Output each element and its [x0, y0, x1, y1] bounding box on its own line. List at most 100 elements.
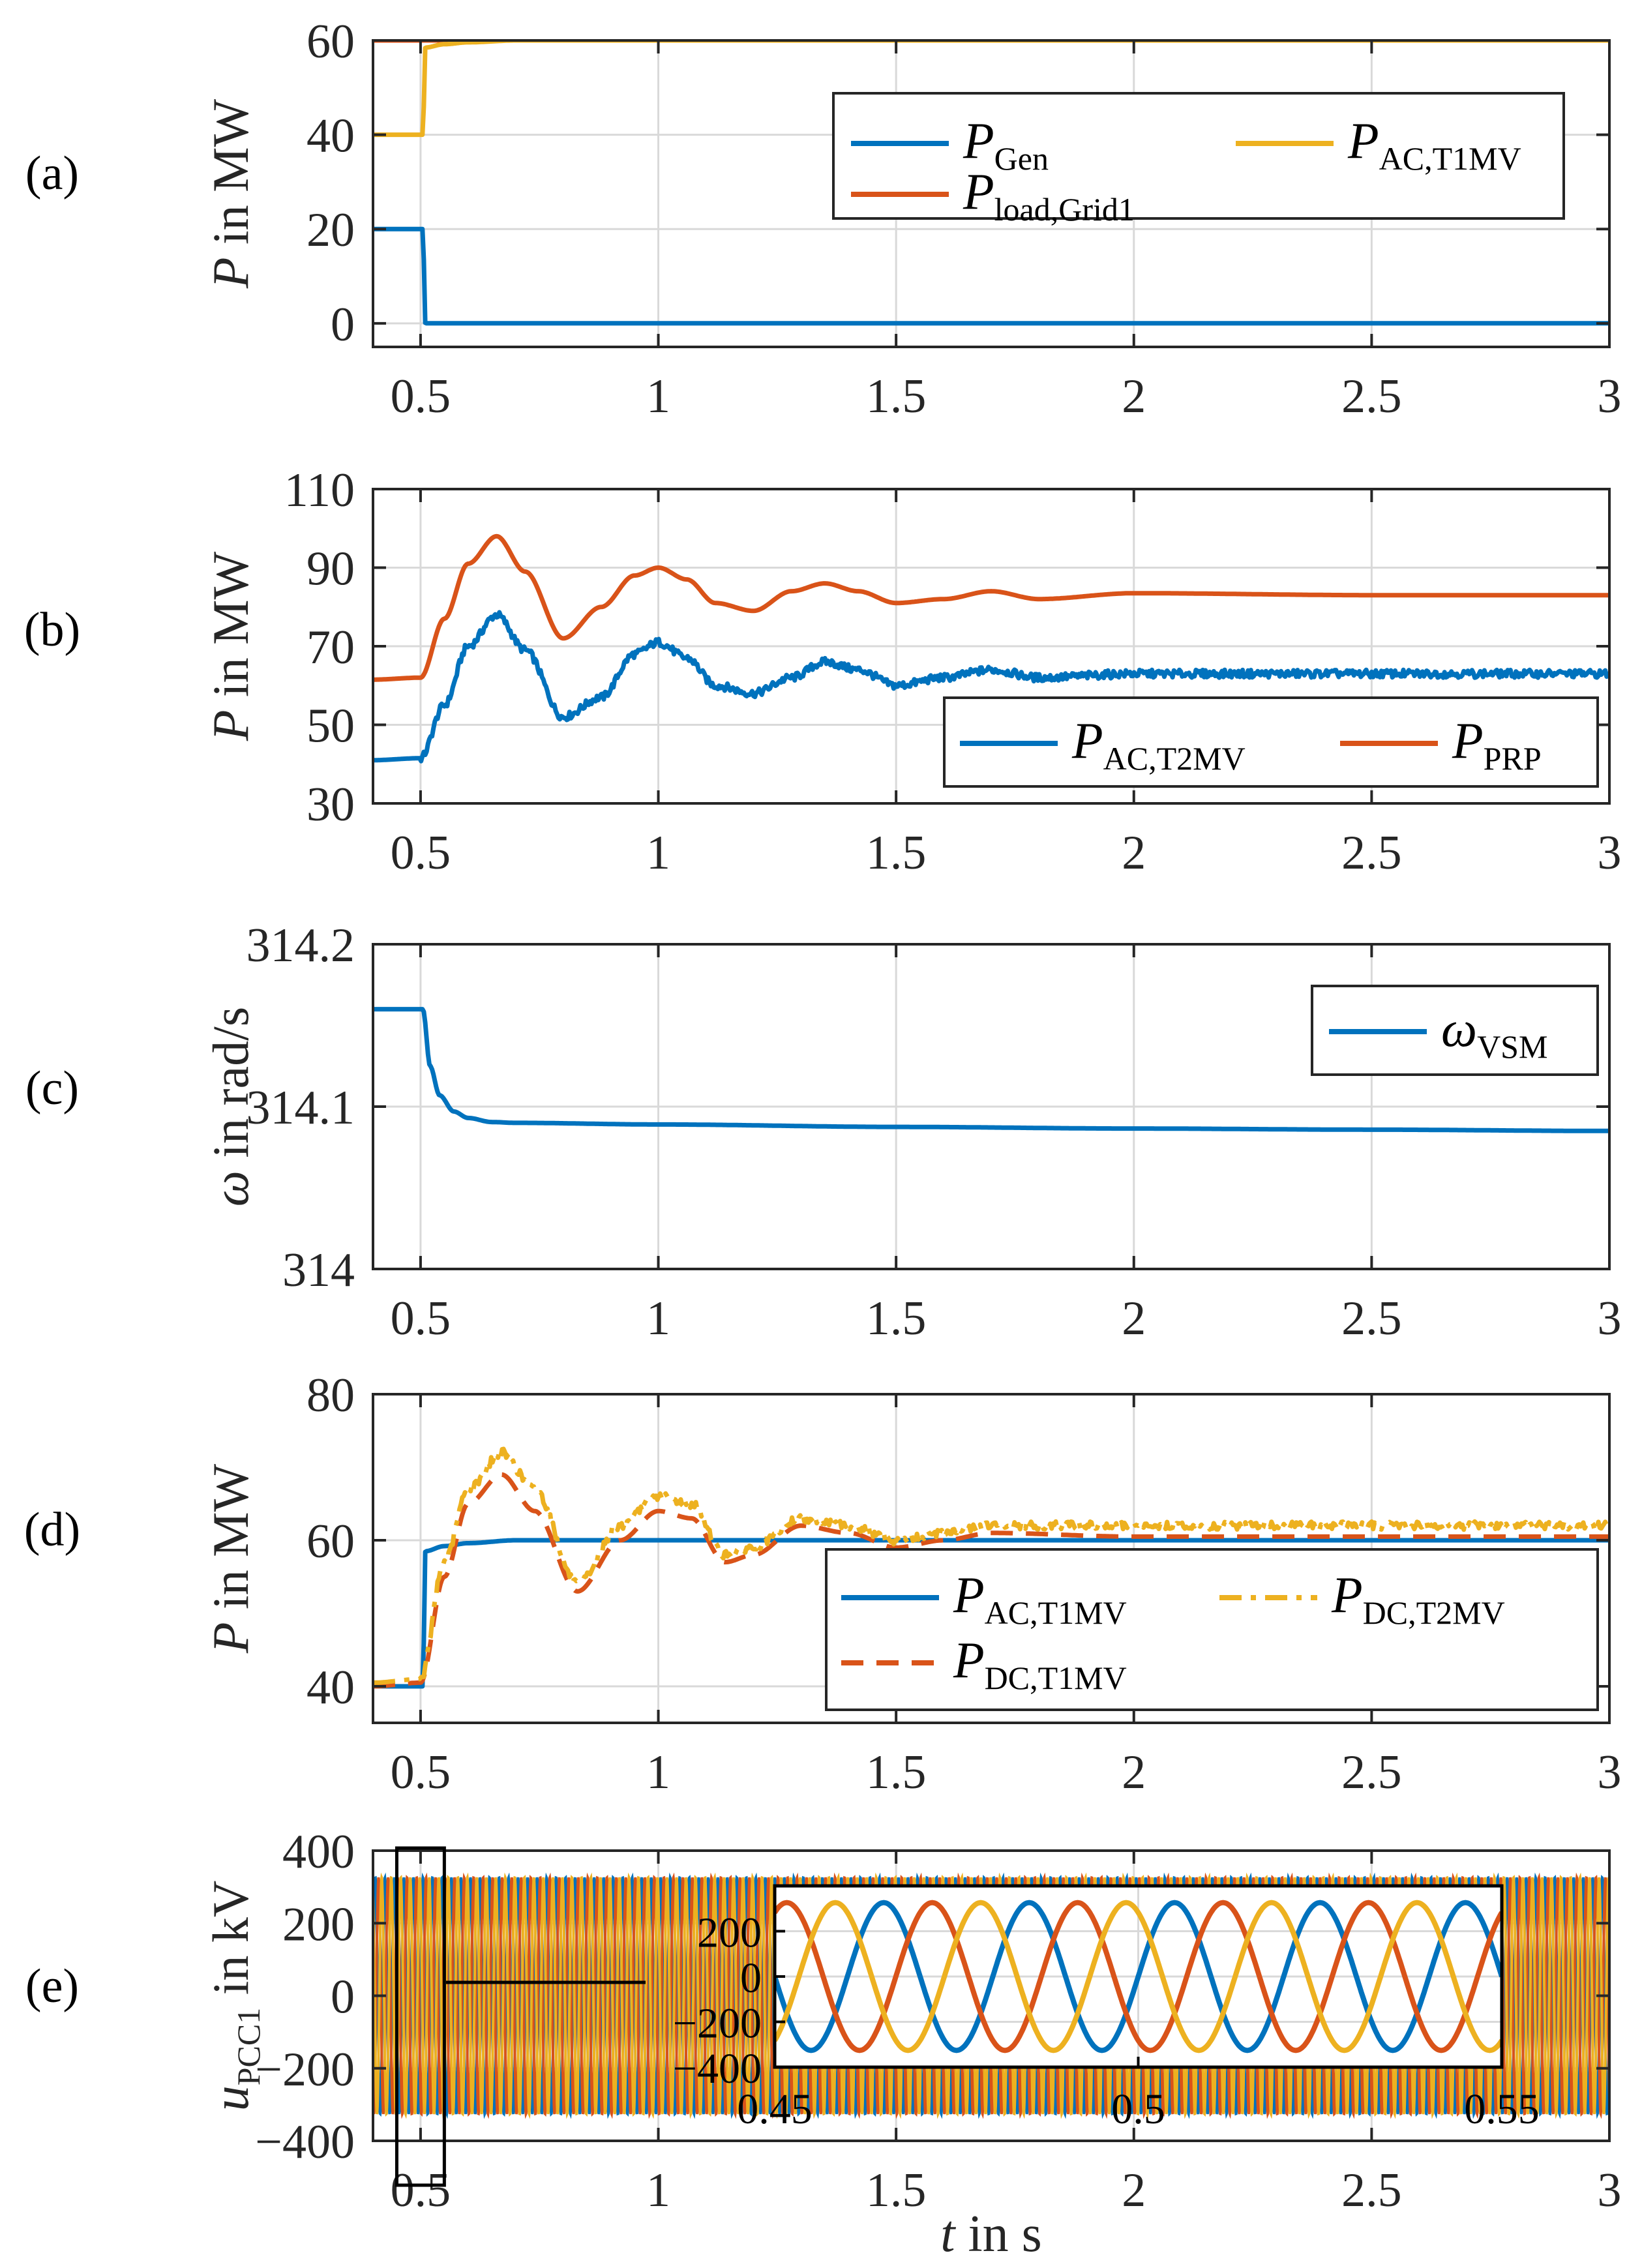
legend: PAC,T2MV PPRP — [943, 696, 1599, 788]
y-tick-label: −400 — [255, 2115, 355, 2169]
legend-label-sub: AC,T1MV — [1379, 140, 1521, 177]
legend-label: ωVSM — [1441, 1000, 1547, 1065]
y-tick-label: 314.1 — [246, 1081, 355, 1135]
y-axis-label-rest: in MW — [202, 1463, 259, 1622]
series-P-PRP — [373, 533, 1609, 682]
legend: ωVSM — [1311, 985, 1599, 1076]
y-tick-label: −200 — [255, 2043, 355, 2096]
y-tick-label: 40 — [306, 110, 355, 163]
plot-area — [373, 1446, 1609, 1689]
x-tick-label: 2 — [1122, 826, 1146, 880]
x-tick-label: 2.5 — [1341, 1292, 1402, 1345]
inset-y-tick-label: −200 — [673, 2000, 762, 2048]
inset-series-u_a — [775, 1900, 1502, 2053]
y-tick-label: 80 — [306, 1369, 355, 1422]
x-tick-label: 3 — [1598, 370, 1622, 423]
legend-label: PAC,T1MV — [953, 1566, 1127, 1631]
inset-x-tick-label: 0.45 — [737, 2085, 813, 2133]
y-axis-label: uPCC1 in kV — [202, 1881, 267, 2111]
x-tick-label: 1 — [646, 1292, 670, 1345]
x-tick-label: 1.5 — [866, 1292, 927, 1345]
x-tick-label: 2 — [1122, 1746, 1146, 1799]
legend-label-main: P — [963, 163, 994, 220]
y-axis-label-rest: in rad/s — [202, 1007, 259, 1171]
legend-label: PAC,T2MV — [1071, 712, 1246, 777]
y-tick-label: 70 — [306, 621, 355, 674]
legend-box — [832, 92, 1565, 220]
panel-label: (b) — [24, 603, 80, 657]
legend-label-sub: Gen — [994, 140, 1049, 177]
legend-label: PPRP — [1452, 712, 1542, 777]
x-tick-label: 0.5 — [391, 370, 451, 423]
panel-label: (a) — [25, 147, 79, 200]
y-tick-label: 200 — [282, 1898, 355, 1951]
legend-label-sub: AC,T2MV — [1103, 740, 1246, 777]
inset-series-u_b — [775, 1900, 1502, 2053]
legend-label-main: P — [1452, 712, 1484, 769]
x-tick-label: 3 — [1598, 1746, 1622, 1799]
y-tick-label: 50 — [306, 700, 355, 753]
plot-area — [373, 1007, 1609, 1133]
y-tick-label: 30 — [306, 778, 355, 831]
x-tick-label: 1 — [646, 2164, 670, 2217]
x-tick-label: 2.5 — [1341, 2164, 1402, 2217]
y-tick-label: 40 — [306, 1661, 355, 1714]
y-tick-label: 0 — [331, 298, 355, 351]
legend-label: PDC,T2MV — [1331, 1566, 1505, 1631]
x-tick-label: 2 — [1122, 1292, 1146, 1345]
series-P-Gen — [373, 226, 1609, 326]
x-tick-label: 2.5 — [1341, 1746, 1402, 1799]
legend-label-main: P — [963, 112, 994, 169]
inset-series-u_c — [775, 1900, 1502, 2053]
legend-label: PDC,T1MV — [953, 1632, 1127, 1696]
y-tick-label: 20 — [306, 203, 355, 257]
x-tick-label: 1.5 — [866, 370, 927, 423]
x-tick-label: 2 — [1122, 2164, 1146, 2217]
y-tick-label: 314 — [282, 1244, 355, 1297]
y-axis-label-rest: in MW — [202, 551, 259, 709]
plot-area — [373, 40, 1609, 326]
legend-label: PGen — [963, 112, 1049, 177]
inset-plot-area — [775, 1900, 1502, 2053]
x-tick-label: 1.5 — [866, 1746, 927, 1799]
legend: PAC,T1MV PDC,T2MV PDC,T1MV — [825, 1548, 1599, 1711]
x-tick-label: 2.5 — [1341, 370, 1402, 423]
y-axis-label: P in MW — [202, 551, 259, 741]
y-tick-label: 60 — [306, 15, 355, 68]
x-tick-label: 3 — [1598, 2164, 1622, 2217]
zoom-box — [395, 1846, 446, 2187]
inset-y-tick-label: 0 — [740, 1954, 762, 2002]
y-axis-label: ω in rad/s — [202, 1007, 259, 1206]
x-tick-label: 3 — [1598, 1292, 1622, 1345]
y-axis-label-var: P — [202, 710, 259, 742]
x-tick-label: 0.5 — [391, 826, 451, 880]
y-axis-label: P in MW — [202, 1463, 259, 1654]
legend-label-sub: load,Grid1 — [994, 191, 1135, 228]
x-axis-label-rest: in s — [955, 2205, 1041, 2263]
y-tick-label: 110 — [284, 464, 355, 517]
y-axis-label-var: ω — [202, 1171, 259, 1206]
axes-box — [372, 1393, 1611, 1724]
x-tick-label: 2 — [1122, 370, 1146, 423]
series-P-DC-T2MV — [373, 1446, 1609, 1685]
y-tick-label: 90 — [306, 543, 355, 596]
y-axis-label-var: P — [202, 1622, 259, 1654]
legend-label-sub: VSM — [1477, 1028, 1547, 1065]
legend-label-main: P — [1331, 1566, 1363, 1623]
panel-label: (d) — [24, 1503, 80, 1557]
legend-label: Pload,Grid1 — [963, 163, 1135, 228]
y-axis-label-rest: in kV — [202, 1881, 259, 2008]
y-axis-label-var: u — [202, 2085, 259, 2111]
legend-label-main: P — [953, 1566, 985, 1623]
x-tick-label: 1 — [646, 1746, 670, 1799]
x-tick-label: 2.5 — [1341, 826, 1402, 880]
x-tick-label: 1.5 — [866, 2164, 927, 2217]
legend-label: PAC,T1MV — [1347, 112, 1521, 177]
